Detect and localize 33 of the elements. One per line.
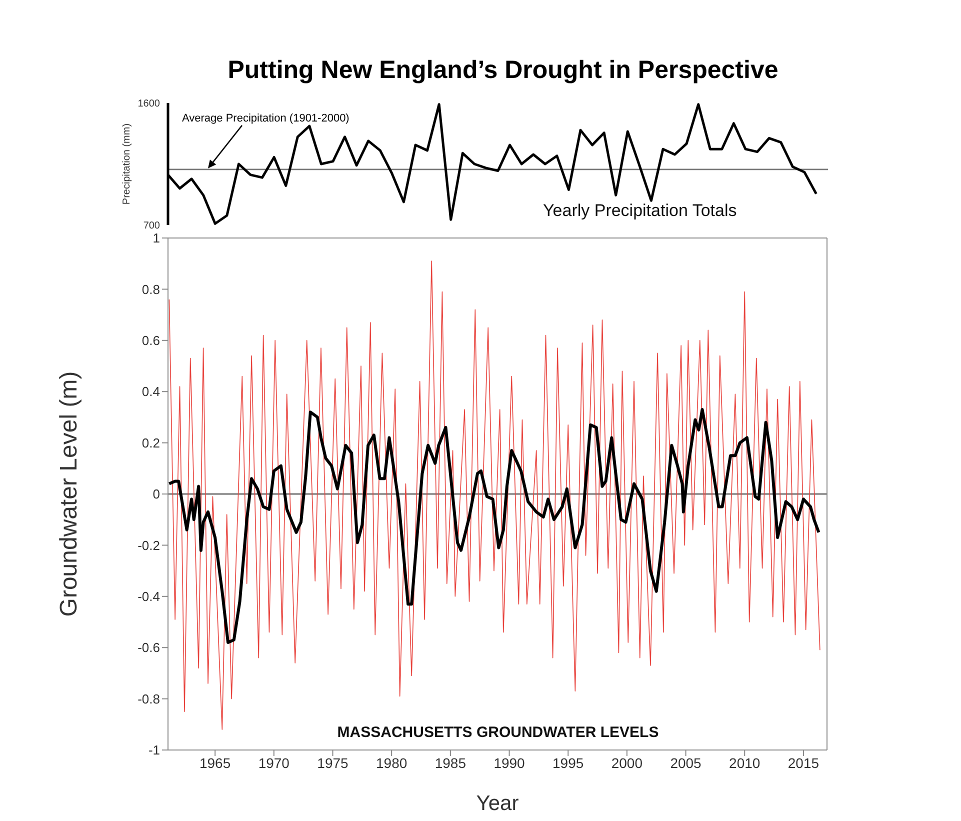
y-tick-label: 0.2 bbox=[142, 435, 160, 450]
x-tick-label: 1975 bbox=[317, 754, 349, 771]
y-tick-label: 0 bbox=[152, 486, 160, 502]
y-axis-title: Groundwater Level (m) bbox=[56, 371, 83, 617]
y-tick-label: -0.2 bbox=[138, 538, 160, 553]
annotation: Yearly Precipitation Totals bbox=[543, 201, 737, 221]
y-tick-label: 0.8 bbox=[142, 282, 160, 297]
x-tick-label: 2010 bbox=[729, 754, 760, 771]
x-tick-label: 2005 bbox=[670, 754, 702, 771]
x-tick-label: 2015 bbox=[788, 754, 820, 771]
x-tick-label: 1980 bbox=[376, 754, 408, 771]
ref-line-label: Average Precipitation (1901-2000) bbox=[182, 112, 350, 124]
x-tick-label: 1985 bbox=[434, 754, 466, 771]
x-tick-label: 1995 bbox=[552, 754, 584, 771]
x-tick-label: 1965 bbox=[199, 754, 231, 771]
y-tick-label: -0.8 bbox=[138, 691, 160, 706]
y-tick-label: -0.6 bbox=[138, 640, 160, 656]
y-tick-label: 0.4 bbox=[142, 384, 160, 400]
y-tick-label: 0.6 bbox=[142, 333, 160, 348]
y-tick-label: -1 bbox=[148, 742, 160, 758]
x-axis-title: Year bbox=[476, 792, 519, 815]
y-axis-title: Precipitation (mm) bbox=[122, 123, 133, 205]
x-tick-label: 1970 bbox=[258, 754, 290, 771]
x-tick-label: 2000 bbox=[611, 754, 643, 771]
y-tick-label: 1 bbox=[152, 230, 160, 246]
y-tick-label: -0.4 bbox=[138, 589, 160, 604]
line-series bbox=[168, 408, 820, 644]
y-tick-label: 1600 bbox=[138, 98, 160, 110]
y-tick-label: 700 bbox=[143, 220, 160, 232]
line-series bbox=[168, 103, 818, 225]
chart-title: Putting New England’s Drought in Perspective bbox=[226, 55, 780, 86]
annotation: MASSACHUSETTS GROUNDWATER LEVELS bbox=[336, 724, 660, 741]
x-tick-label: 1990 bbox=[494, 754, 526, 771]
